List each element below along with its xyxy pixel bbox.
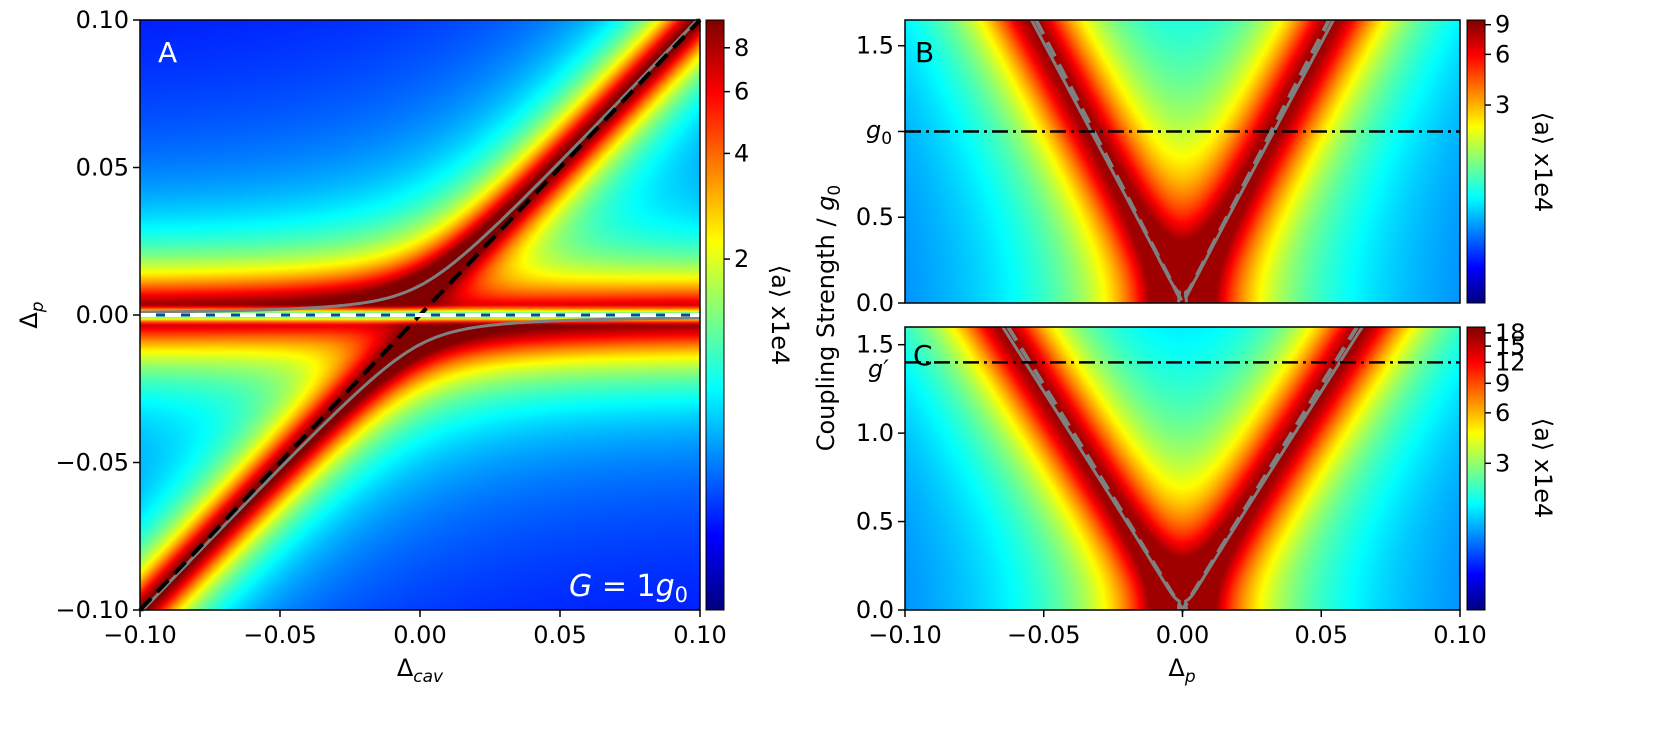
colorbar-frame-c — [1466, 326, 1486, 611]
y-tick-label: 0.0 — [856, 289, 894, 317]
y-tick-label: 0.10 — [76, 6, 129, 34]
y-tick-label: 1.0 — [856, 419, 894, 447]
y-axis-label-a: Δp — [15, 301, 48, 328]
panel-label-c: C — [913, 339, 933, 372]
colorbar-label-b: ⟨a⟩ x1e4 — [1529, 112, 1557, 213]
dressed-mode-lower-line — [140, 316, 700, 612]
colorbar-gradient-a — [706, 20, 724, 610]
dressed-branch-right-c — [1184, 326, 1364, 611]
y-tick-label: 1.5 — [856, 32, 894, 60]
y-tick-label: 0.0 — [856, 596, 894, 624]
y-axis-c: 0.0 0.5 1.0 1.5 — [856, 331, 905, 624]
colorbar-tick-label: 9 — [1495, 369, 1510, 397]
panel-a: A G = 1g0 −0.10 −0.05 0.00 0.05 0.10 −0.10−0… — [15, 6, 727, 687]
colorbar-tick-label: 6 — [734, 78, 749, 106]
colorbar-ticks-b: 3 69 — [1485, 11, 1510, 119]
colorbar-tick-label: 3 — [1495, 91, 1510, 119]
x-axis-label-c: Δp — [1168, 654, 1195, 687]
x-tick-label: −0.05 — [243, 621, 317, 649]
plot-frame-b — [904, 19, 1461, 304]
y-axis-label-bc: Coupling Strength / g0 — [812, 185, 845, 452]
x-axis-a: −0.10 −0.05 0.00 0.05 0.10 — [103, 610, 727, 649]
colorbar-tick-label: 12 — [1495, 348, 1526, 376]
y-tick-label: 0.5 — [856, 203, 894, 231]
hline-label-gprime: g′ — [868, 355, 889, 383]
colorbar-gradient-c — [1467, 327, 1485, 610]
x-tick-label: 0.00 — [1156, 621, 1209, 649]
x-tick-label: −0.05 — [1007, 621, 1081, 649]
dressed-mode-upper-line — [140, 18, 700, 314]
colorbar-frame-a — [705, 19, 725, 611]
colorbar-a: 2 4 6 8 ⟨a⟩ x1e4 — [705, 19, 794, 611]
colorbar-tick-label: 4 — [734, 139, 749, 167]
dressed-branch-right-b — [1183, 19, 1335, 304]
panel-c: C −0.10 −0.05 0.00 0.05 0.10 0.0 0.5 1.0 1.5 g′… — [856, 325, 1487, 687]
x-tick-label: 0.10 — [1433, 621, 1486, 649]
asymptote-dashed-b — [1034, 19, 1331, 308]
x-tick-label: 0.10 — [673, 621, 726, 649]
colorbar-label-c: ⟨a⟩ x1e4 — [1529, 418, 1557, 519]
x-axis-label-a: Δcav — [397, 654, 444, 687]
x-axis-c: −0.10 −0.05 0.00 0.05 0.10 — [868, 610, 1487, 649]
panel-label-a: A — [158, 36, 177, 69]
y-tick-label: −0.10 — [55, 596, 129, 624]
panel-label-b: B — [915, 36, 934, 69]
colorbar-tick-label: 15 — [1495, 332, 1526, 360]
dressed-branch-left-c — [1001, 326, 1181, 611]
heatmap-c — [905, 327, 1460, 610]
colorbar-ticks-a: 2 4 6 8 — [724, 34, 749, 273]
colorbar-b: 3 69 ⟨a⟩ x1e4 — [1466, 11, 1557, 304]
x-tick-label: 0.05 — [533, 621, 586, 649]
y-axis-a: −0.10 −0.05 0.00 0.05 0.10 — [55, 6, 140, 624]
y-tick-label: 0.05 — [76, 154, 129, 182]
heatmap-b — [905, 20, 1460, 303]
y-tick-label: −0.05 — [55, 449, 129, 477]
colorbar-tick-label: 6 — [1495, 399, 1510, 427]
y-tick-label: 1.5 — [856, 331, 894, 359]
panel-b: B 0.0 0.5 1.5 g0 — [856, 19, 1461, 317]
overlay-lines-a — [138, 18, 702, 612]
x-tick-label: 0.05 — [1295, 621, 1348, 649]
colorbar-gradient-b — [1467, 20, 1485, 303]
colorbar-tick-label: 6 — [1495, 40, 1510, 68]
overlay-lines-b — [905, 19, 1460, 308]
y-tick-label: 0.00 — [76, 301, 129, 329]
colorbar-tick-label: 8 — [734, 34, 749, 62]
annotation-g-equals-1g0: G = 1g0 — [569, 569, 688, 607]
colorbar-tick-label: 18 — [1495, 319, 1526, 347]
colorbar-tick-label: 9 — [1495, 11, 1510, 39]
hline-label-g0: g0 — [866, 116, 892, 149]
dressed-branch-left-b — [1030, 19, 1182, 304]
y-tick-label: 0.5 — [856, 508, 894, 536]
colorbar-tick-label: 3 — [1495, 449, 1510, 477]
y-axis-b: 0.0 0.5 1.5 — [856, 32, 905, 317]
x-tick-label: −0.10 — [868, 621, 942, 649]
colorbar-frame-b — [1466, 19, 1486, 304]
x-tick-label: −0.10 — [103, 621, 177, 649]
x-tick-label: 0.00 — [393, 621, 446, 649]
colorbar-label-a: ⟨a⟩ x1e4 — [766, 265, 794, 366]
colorbar-tick-label: 2 — [734, 245, 749, 273]
